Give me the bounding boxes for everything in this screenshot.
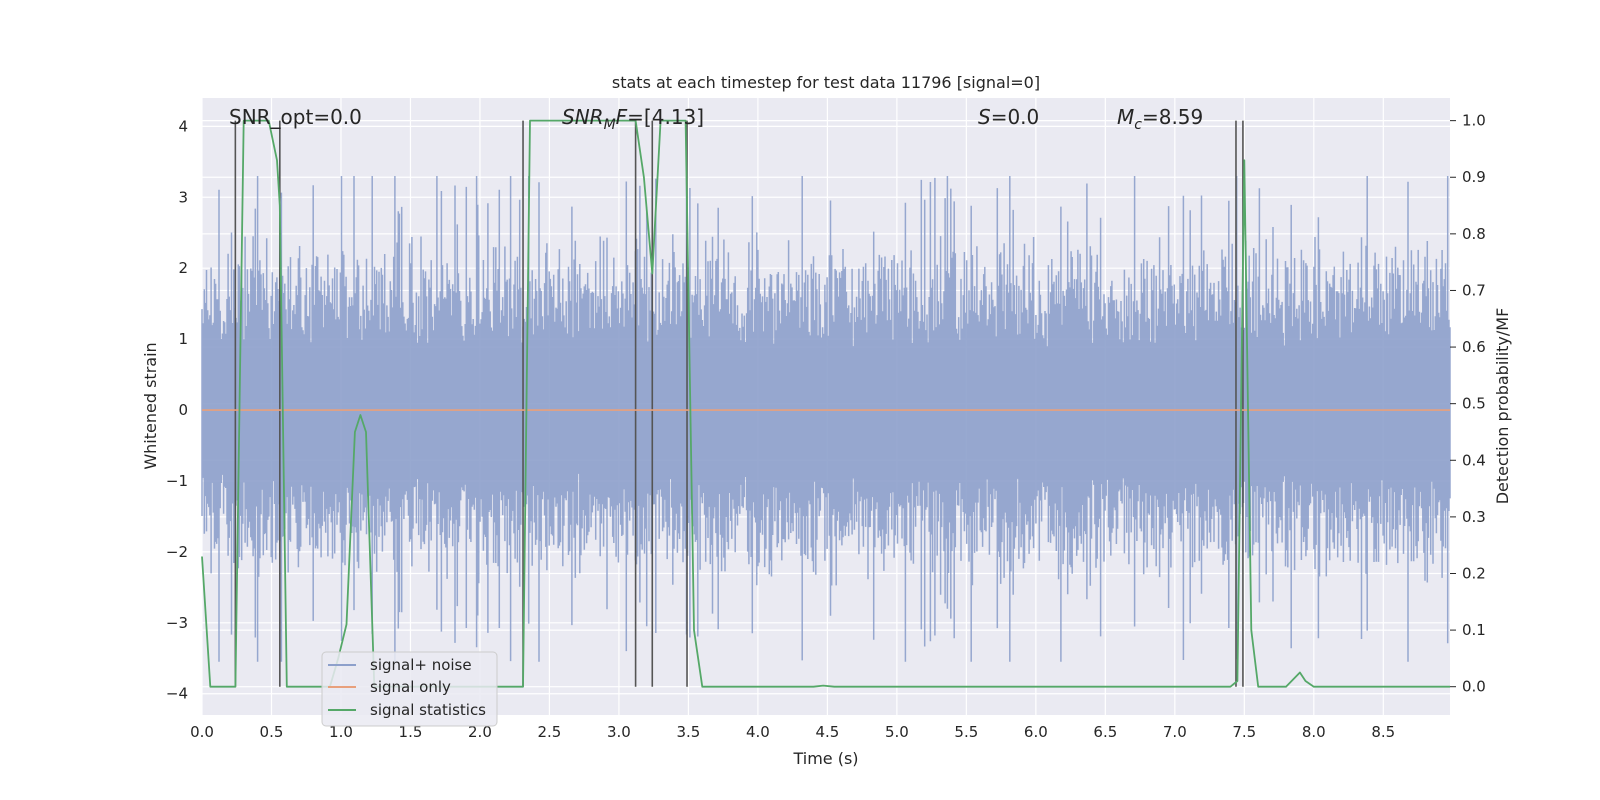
snr-mf-symbol: SNR	[562, 105, 604, 129]
y-tick-labels: 4 3 2 1 0 −1 −2 −3 −4	[166, 117, 188, 702]
legend-label-signal-statistics: signal statistics	[370, 701, 486, 719]
x-tick-label: 0.0	[190, 723, 214, 741]
y-right-axis-label: Detection probability/MF	[1493, 308, 1512, 505]
snr-mf-subscript: M	[604, 117, 616, 133]
y-right-tick-label: 1.0	[1462, 112, 1486, 130]
y-tick-label: −1	[166, 472, 188, 490]
annotation-s: S=0.0	[978, 105, 1039, 129]
y-right-tick-label: 0.4	[1462, 451, 1486, 469]
y-tick-label: −3	[166, 614, 188, 632]
x-tick-label: 5.5	[954, 723, 978, 741]
legend-label-signal-only: signal only	[370, 678, 451, 696]
y-tick-label: −2	[166, 543, 188, 561]
s-value: =0.0	[991, 105, 1040, 129]
x-axis-label: Time (s)	[792, 749, 858, 768]
x-tick-label: 3.0	[607, 723, 631, 741]
annotation-mc: Mc=8.59	[1117, 105, 1203, 133]
mc-subscript: c	[1134, 117, 1142, 133]
y-right-tick-label: 0.9	[1462, 168, 1486, 186]
snr-mf-suffix: F	[616, 105, 628, 129]
y-tick-label: 2	[178, 259, 188, 277]
x-tick-label: 7.5	[1232, 723, 1256, 741]
x-tick-label: 4.0	[746, 723, 770, 741]
y-tick-label: 4	[178, 117, 188, 135]
y-right-tick-label: 0.3	[1462, 508, 1486, 526]
chart-title: stats at each timestep for test data 117…	[612, 73, 1040, 92]
annotation-snr-opt: SNR_opt=0.0	[229, 105, 362, 129]
legend-label-signal-noise: signal+ noise	[370, 656, 472, 674]
x-tick-label: 6.0	[1024, 723, 1048, 741]
y-tick-label: 0	[178, 401, 188, 419]
x-tick-label: 6.5	[1093, 723, 1117, 741]
x-tick-label: 2.0	[468, 723, 492, 741]
mc-value: =8.59	[1142, 105, 1203, 129]
x-tick-label: 7.0	[1163, 723, 1187, 741]
mc-symbol: M	[1117, 105, 1134, 129]
y-tick-label: 3	[178, 188, 188, 206]
y-right-tick-label: 0.2	[1462, 564, 1486, 582]
y-tick-label: 1	[178, 330, 188, 348]
legend-box	[321, 651, 498, 727]
s-symbol: S	[978, 105, 991, 129]
y-tick-label: −4	[166, 685, 188, 703]
x-tick-label: 3.5	[676, 723, 700, 741]
x-tick-label: 0.5	[260, 723, 284, 741]
x-tick-label: 8.0	[1302, 723, 1326, 741]
y-right-tick-label: 0.7	[1462, 281, 1486, 299]
y-right-tick-label: 0.6	[1462, 338, 1486, 356]
y-right-tick-label: 0.8	[1462, 225, 1486, 243]
y-right-tick-label: 0.5	[1462, 395, 1486, 413]
x-tick-label: 1.0	[329, 723, 353, 741]
snr-mf-value: =[4.13]	[627, 105, 704, 129]
y-axis-label: Whitened strain	[141, 342, 160, 469]
x-tick-label: 1.5	[399, 723, 423, 741]
x-tick-labels: 0.0 0.5 1.0 1.5 2.0 2.5 3.0 3.5 4.0 4.5 5.0 5.5 6.0 6…	[190, 723, 1395, 741]
x-tick-label: 8.5	[1371, 723, 1395, 741]
annotation-snr-mf: SNRMF=[4.13]	[562, 105, 704, 133]
x-tick-label: 5.0	[885, 723, 909, 741]
y-right-tick-label: 0.0	[1462, 678, 1486, 696]
y-right-tick-labels: 1.0 0.9 0.8 0.7 0.6 0.5 0.4 0.3 0.2 0.1 0.0	[1450, 112, 1486, 696]
x-tick-label: 2.5	[538, 723, 562, 741]
y-right-tick-label: 0.1	[1462, 621, 1486, 639]
legend: signal+ noise signal only signal statist…	[321, 651, 498, 727]
x-tick-label: 4.5	[815, 723, 839, 741]
